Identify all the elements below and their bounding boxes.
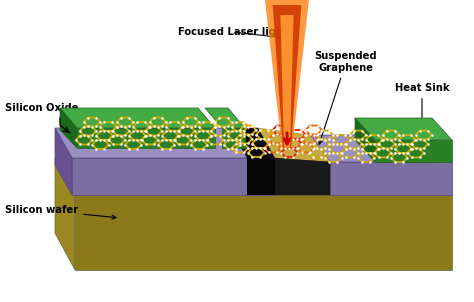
Polygon shape	[355, 118, 452, 140]
Text: Silicon wafer: Silicon wafer	[5, 205, 116, 219]
Polygon shape	[275, 158, 330, 195]
Polygon shape	[258, 128, 330, 162]
Polygon shape	[77, 128, 215, 148]
Polygon shape	[310, 135, 330, 195]
Polygon shape	[230, 128, 275, 158]
Polygon shape	[281, 15, 293, 148]
Polygon shape	[55, 158, 75, 270]
Polygon shape	[60, 108, 215, 128]
Polygon shape	[72, 158, 275, 195]
Polygon shape	[355, 118, 375, 162]
Polygon shape	[330, 162, 452, 195]
Polygon shape	[55, 128, 72, 195]
Polygon shape	[310, 135, 452, 162]
Polygon shape	[60, 108, 77, 148]
Polygon shape	[265, 0, 309, 148]
Polygon shape	[222, 128, 245, 148]
Text: Silicon Oxide: Silicon Oxide	[5, 103, 79, 113]
Text: Focused Laser light: Focused Laser light	[178, 27, 288, 39]
Polygon shape	[55, 158, 452, 195]
Polygon shape	[75, 195, 452, 270]
Polygon shape	[247, 158, 275, 195]
Text: Heat Sink: Heat Sink	[395, 83, 449, 136]
Polygon shape	[273, 5, 301, 148]
Polygon shape	[205, 108, 245, 128]
Polygon shape	[55, 128, 275, 158]
Polygon shape	[375, 140, 452, 162]
Text: Suspended
Graphene: Suspended Graphene	[315, 51, 377, 144]
